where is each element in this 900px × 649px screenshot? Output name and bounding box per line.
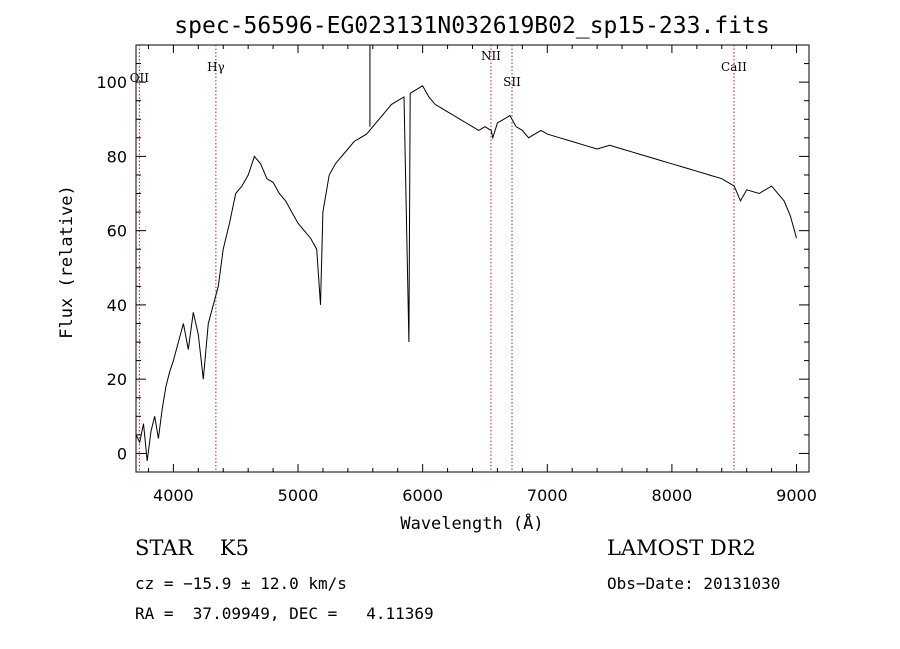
- y-tick-label-5: 100: [96, 73, 127, 92]
- x-tick-label-0: 4000: [153, 486, 194, 505]
- y-tick-label-0: 0: [117, 444, 127, 463]
- marker-label-2: NII: [481, 49, 501, 63]
- y-tick-label-4: 80: [107, 147, 127, 166]
- marker-label-0: OII: [130, 71, 150, 85]
- y-axis-label: Flux (relative): [57, 185, 77, 339]
- data-release: LAMOST DR2: [607, 536, 756, 560]
- redshift-cz: cz = −15.9 ± 12.0 km/s: [135, 574, 347, 593]
- y-tick-label-2: 40: [107, 296, 127, 315]
- y-tick-label-3: 60: [107, 222, 127, 241]
- x-tick-label-4: 8000: [652, 486, 693, 505]
- spectrum-line: [135, 85, 797, 461]
- observation-date: Obs−Date: 20131030: [607, 574, 781, 593]
- x-tick-label-1: 5000: [278, 486, 319, 505]
- chart-title: spec-56596-EG023131N032619B02_sp15-233.f…: [174, 13, 769, 39]
- marker-label-3: SII: [503, 75, 521, 89]
- x-tick-label-2: 6000: [402, 486, 443, 505]
- object-class: STAR K5: [135, 536, 249, 560]
- x-tick-label-5: 9000: [776, 486, 817, 505]
- coordinates: RA = 37.09949, DEC = 4.11369: [135, 604, 434, 623]
- marker-label-1: Hγ: [207, 60, 225, 74]
- y-tick-label-1: 20: [107, 370, 127, 389]
- marker-label-4: CaII: [721, 60, 747, 74]
- x-axis-label: Wavelength (Å): [400, 512, 543, 534]
- axis-ticks: 4000 5000 6000 7000 8000 9000 0 20 40 60 80 100: [96, 45, 817, 505]
- plot-frame: [135, 44, 810, 473]
- x-tick-label-3: 7000: [527, 486, 568, 505]
